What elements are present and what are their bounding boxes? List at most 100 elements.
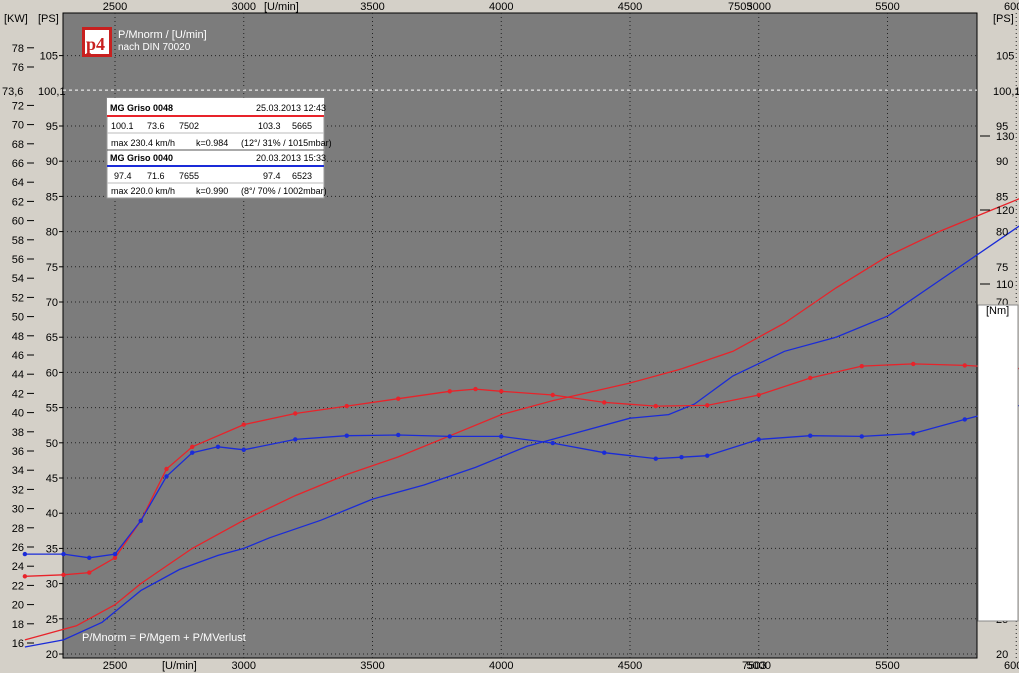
ps-axis-unit-left: [PS] [38, 13, 59, 25]
ps-axis-unit-right: [PS] [993, 13, 1014, 25]
rpm-tick-bottom: 2500 [103, 660, 127, 672]
legend-r2-vmax: max 220.0 km/h [111, 186, 175, 196]
legend-r1-conditions: (12°/ 31% / 1015mbar) [241, 138, 332, 148]
header-line-2: nach DIN 70020 [118, 42, 191, 53]
torque-point [164, 474, 169, 479]
torque-point [808, 375, 813, 381]
kw-tick: 24 [12, 561, 24, 573]
torque-point [705, 403, 710, 408]
torque-point [396, 396, 401, 401]
legend-r1-k: k=0.984 [196, 138, 228, 148]
kw-tick: 36 [12, 446, 24, 458]
marker-kw-label: 73,6 [2, 86, 23, 98]
kw-tick: 30 [12, 504, 24, 516]
torque-point [112, 555, 118, 560]
torque-point [164, 466, 169, 472]
kw-tick: 42 [12, 388, 24, 400]
ps-tick-left: 55 [46, 403, 58, 415]
kw-tick: 66 [12, 158, 24, 170]
ps-tick-right: 90 [996, 156, 1008, 168]
ps-tick-left: 80 [46, 227, 58, 239]
legend-r1-kw: 73.6 [147, 121, 165, 131]
torque-point [705, 453, 710, 458]
marker-rpm-bottom: 7503 [742, 660, 766, 672]
ps-tick-left: 25 [46, 614, 58, 626]
ps-tick-right: 20 [996, 649, 1008, 661]
kw-axis-unit: [KW] [4, 13, 28, 25]
ps-tick-left: 20 [46, 649, 58, 661]
legend-table: MG Griso 0048 25.03.2013 12:43 100.1 73.… [106, 97, 332, 199]
torque-point [679, 454, 684, 460]
rpm-axis-unit-bottom: [U/min] [162, 660, 197, 672]
kw-tick: 38 [12, 427, 24, 439]
legend-r1-name: MG Griso 0048 [110, 103, 173, 113]
torque-point [190, 444, 195, 449]
ps-tick-left: 50 [46, 438, 58, 450]
kw-tick: 62 [12, 196, 24, 208]
series-group [22, 198, 1019, 648]
rpm-tick-top: 3500 [360, 1, 384, 13]
torque-point [293, 411, 298, 416]
ps-tick-left: 45 [46, 473, 58, 485]
torque-point [61, 551, 66, 557]
legend-r2-name: MG Griso 0040 [110, 153, 173, 163]
torque-point [344, 433, 349, 438]
rpm-tick-bottom: 5000 [747, 660, 771, 672]
kw-tick: 40 [12, 408, 24, 420]
ps-tick-left: 40 [46, 508, 58, 520]
legend-r2-ps: 97.4 [114, 171, 132, 181]
kw-tick: 60 [12, 216, 24, 228]
torque-curve-blue [24, 404, 1019, 559]
kw-tick: 54 [12, 273, 24, 285]
torque-point [112, 551, 118, 557]
rpm-tick-bottom: 3000 [232, 660, 256, 672]
kw-tick: 70 [12, 120, 24, 132]
kw-tick: 48 [12, 331, 24, 343]
ps-tick-left: 60 [46, 367, 58, 379]
rpm-tick-top: 5000 [747, 1, 771, 13]
ps-tick-right: 95 [996, 121, 1008, 133]
torque-point [87, 555, 92, 560]
legend-r1-date: 25.03.2013 12:43 [256, 103, 326, 113]
nm-tick: 130 [996, 131, 1014, 143]
legend-r2-nm: 97.4 [263, 171, 281, 181]
legend-r1-nm: 103.3 [258, 121, 281, 131]
ps-tick-right: 105 [996, 51, 1014, 63]
ps-tick-left: 75 [46, 262, 58, 274]
legend-r2-rpm: 7655 [179, 171, 199, 181]
torque-point [215, 444, 221, 449]
rpm-tick-bottom: 5500 [875, 660, 899, 672]
torque-point [653, 456, 658, 461]
legend-r2-k: k=0.990 [196, 186, 228, 196]
kw-tick: 22 [12, 580, 24, 592]
torque-point [499, 434, 504, 439]
legend-r2-kw: 71.6 [147, 171, 165, 181]
logo-text: p4 [86, 34, 105, 54]
ps-tick-left: 105 [40, 51, 58, 63]
torque-point [61, 572, 66, 578]
torque-point [22, 574, 28, 579]
power-curve-red [24, 198, 1019, 641]
torque-point [447, 389, 452, 394]
torque-point [859, 363, 864, 369]
axis-ticks: 2500 2500 3000 3000 3500 3500 4000 4000 4500 4500… [12, 1, 1019, 672]
nm-tick: 120 [996, 205, 1014, 217]
ps-tick-right: 80 [996, 227, 1008, 239]
torque-point [859, 434, 864, 439]
legend-r2-nm-rpm: 6523 [292, 171, 312, 181]
kw-tick: 76 [12, 62, 24, 74]
legend-r1-rpm: 7502 [179, 121, 199, 131]
rpm-tick-top: 3000 [232, 1, 256, 13]
torque-point [962, 363, 967, 368]
rpm-tick-top: 5500 [875, 1, 899, 13]
kw-tick: 32 [12, 484, 24, 496]
ps-tick-right: 75 [996, 262, 1008, 274]
ps-tick-left: 35 [46, 543, 58, 555]
p4-logo: p4 [82, 27, 112, 57]
kw-tick: 56 [12, 254, 24, 266]
rpm-axis-unit-top: [U/min] [264, 1, 299, 13]
marker-ps-label-right: 100,1 [993, 86, 1019, 98]
torque-point [344, 403, 349, 409]
legend-r2-date: 20.03.2013 15:33 [256, 153, 326, 163]
nm-scale-panel [977, 304, 1019, 622]
